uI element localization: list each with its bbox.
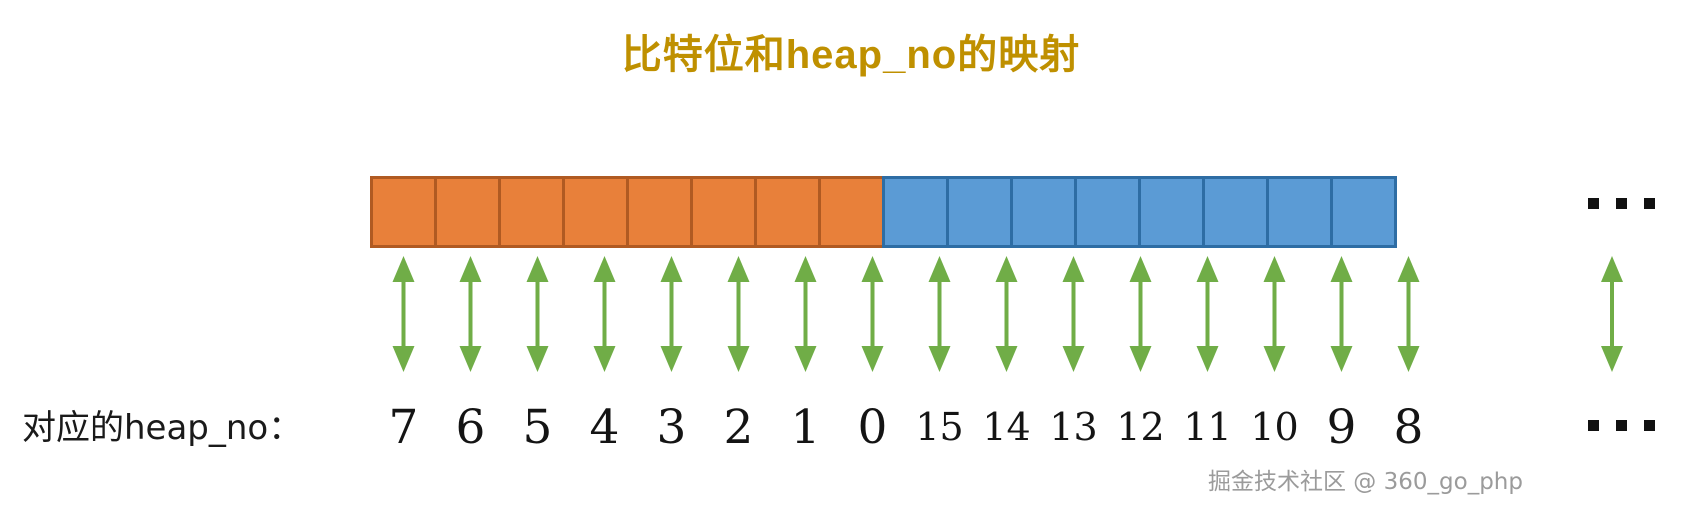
page-title: 比特位和heap_no的映射 (621, 33, 1081, 77)
heap-no-value: 10 (1250, 405, 1299, 449)
bit-cell (1330, 176, 1397, 248)
mapping-arrow (1601, 256, 1623, 372)
bit-cell (626, 176, 693, 248)
mapping-arrow (526, 256, 549, 372)
arrow-head-down-icon (526, 346, 549, 372)
mapping-arrow (861, 256, 884, 372)
arrow-head-up-icon (1397, 256, 1420, 282)
mapping-arrow (1330, 256, 1353, 372)
mapping-arrow (660, 256, 683, 372)
arrow-head-up-icon (794, 256, 817, 282)
arrow-head-down-icon (928, 346, 951, 372)
bit-cell (1266, 176, 1333, 248)
mapping-arrow (392, 256, 415, 372)
bit-cell (882, 176, 949, 248)
arrow-head-down-icon (727, 346, 750, 372)
ellipsis-dot (1616, 198, 1627, 209)
bit-cell (1138, 176, 1205, 248)
heap-no-value: 15 (915, 405, 964, 449)
ellipsis-dot (1644, 420, 1655, 431)
arrow-head-down-icon (1196, 346, 1219, 372)
ellipsis-dot (1588, 420, 1599, 431)
arrow-head-up-icon (928, 256, 951, 282)
arrow-head-up-icon (593, 256, 616, 282)
arrow-head-down-icon (995, 346, 1018, 372)
bit-cell (754, 176, 821, 248)
heap-no-value: 3 (656, 399, 687, 455)
arrow-head-up-icon (995, 256, 1018, 282)
arrow-head-down-icon (660, 346, 683, 372)
arrow-head-down-icon (794, 346, 817, 372)
heap-no-value: 11 (1183, 405, 1232, 449)
arrow-head-up-icon (660, 256, 683, 282)
mapping-arrow (593, 256, 616, 372)
heap-no-value: 4 (589, 399, 620, 455)
arrow-head-down-icon (861, 346, 884, 372)
mapping-arrow (1062, 256, 1085, 372)
mapping-arrow (1129, 256, 1152, 372)
mapping-arrow (794, 256, 817, 372)
heap-no-value: 13 (1049, 405, 1098, 449)
heap-no-value: 8 (1393, 399, 1424, 455)
arrow-head-up-icon (727, 256, 750, 282)
heap-no-value: 6 (455, 399, 486, 455)
bit-bitmap-bar (370, 176, 1397, 248)
bit-cell (946, 176, 1013, 248)
mapping-arrow (1196, 256, 1219, 372)
heap-no-values-row: 7 6 5 4 3 2 1 0 15 14 13 12 11 10 9 8 (370, 396, 1442, 458)
mapping-arrow (727, 256, 750, 372)
mapping-arrow (995, 256, 1018, 372)
arrow-head-up-icon (1129, 256, 1152, 282)
arrow-head-down-icon (1330, 346, 1353, 372)
arrow-head-down-icon (1263, 346, 1286, 372)
bar-trailing-ellipsis (1588, 198, 1655, 209)
heap-no-value: 7 (388, 399, 419, 455)
mapping-arrow (1263, 256, 1286, 372)
heap-no-value: 2 (723, 399, 754, 455)
heap-no-value: 9 (1326, 399, 1357, 455)
arrow-head-up-icon (459, 256, 482, 282)
arrow-head-down-icon (1397, 346, 1420, 372)
ellipsis-dot (1616, 420, 1627, 431)
arrow-head-up-icon (1330, 256, 1353, 282)
ellipsis-dot (1644, 198, 1655, 209)
bit-cell (434, 176, 501, 248)
arrow-head-down-icon (593, 346, 616, 372)
mapping-arrow (928, 256, 951, 372)
bit-cell (690, 176, 757, 248)
bit-cell (1010, 176, 1077, 248)
bit-cell (498, 176, 565, 248)
watermark: 掘金技术社区 @ 360_go_php (1208, 469, 1523, 495)
bit-cell (562, 176, 629, 248)
bit-cell (1074, 176, 1141, 248)
arrow-head-down-icon (392, 346, 415, 372)
arrow-head-up-icon (392, 256, 415, 282)
arrow-head-up-icon (1062, 256, 1085, 282)
arrow-head-down-icon (1129, 346, 1152, 372)
arrow-head-up-icon (1263, 256, 1286, 282)
ellipsis-dot (1588, 198, 1599, 209)
heap-no-row-label: 对应的heap_no： (22, 408, 303, 448)
mapping-arrow (459, 256, 482, 372)
heap-no-value: 14 (982, 405, 1031, 449)
heap-no-value: 5 (522, 399, 553, 455)
heap-no-value: 0 (857, 399, 888, 455)
arrow-head-up-icon (1196, 256, 1219, 282)
mapping-arrow (1397, 256, 1420, 372)
arrow-head-up-icon (526, 256, 549, 282)
arrow-head-up-icon (1601, 256, 1623, 282)
bit-cell (370, 176, 437, 248)
arrow-head-down-icon (1601, 346, 1623, 372)
heap-no-value: 12 (1116, 405, 1165, 449)
heap-no-value: 1 (790, 399, 821, 455)
arrow-head-up-icon (861, 256, 884, 282)
arrow-head-down-icon (459, 346, 482, 372)
bit-cell (818, 176, 885, 248)
arrow-head-down-icon (1062, 346, 1085, 372)
number-row-trailing-ellipsis (1588, 420, 1655, 431)
bit-cell (1202, 176, 1269, 248)
